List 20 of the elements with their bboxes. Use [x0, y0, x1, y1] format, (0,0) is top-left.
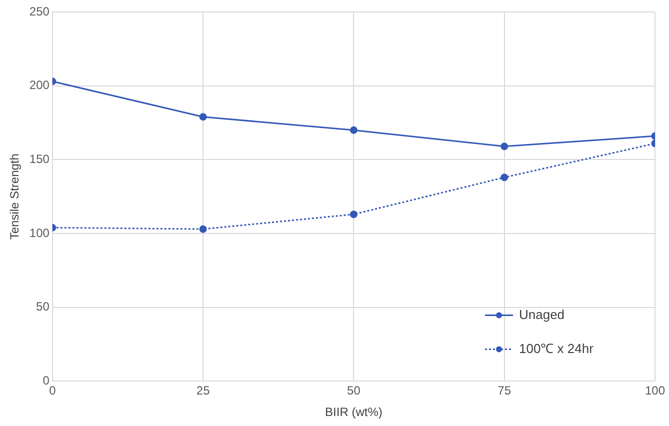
x-tick-label: 75 [498, 384, 512, 398]
point [350, 210, 358, 218]
x-tick-label: 50 [347, 384, 361, 398]
x-tick-label: 25 [196, 384, 210, 398]
point [350, 126, 358, 134]
x-tick-label: 100 [644, 384, 666, 398]
point [199, 113, 207, 121]
point [500, 174, 508, 182]
point [199, 225, 207, 233]
x-axis-title: BIIR (wt%) [325, 405, 382, 420]
y-tick-label: 100 [29, 226, 50, 240]
y-tick-label: 200 [29, 78, 50, 92]
y-tick-label: 50 [36, 300, 50, 314]
y-tick-label: 250 [29, 4, 50, 18]
y-axis-title: Tensile Strength [8, 154, 22, 240]
legend-label: Unaged [519, 306, 565, 322]
y-tick-label: 0 [42, 374, 50, 388]
y-tick-label: 150 [29, 152, 50, 166]
legend-label: 100℃ x 24hr [519, 340, 594, 356]
point [500, 142, 508, 150]
